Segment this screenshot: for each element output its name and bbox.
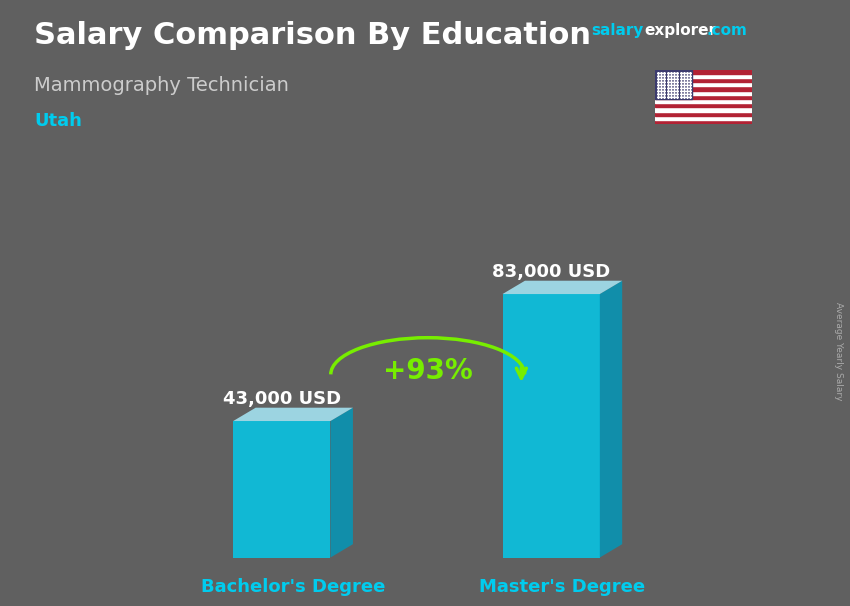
Bar <box>654 95 752 99</box>
Bar <box>654 74 752 78</box>
Bar <box>654 116 752 120</box>
Bar <box>502 294 600 558</box>
Bar <box>654 120 752 124</box>
Text: .com: .com <box>706 23 747 38</box>
Text: Average Yearly Salary: Average Yearly Salary <box>835 302 843 401</box>
Text: 83,000 USD: 83,000 USD <box>492 263 610 281</box>
Text: explorer: explorer <box>644 23 717 38</box>
Bar <box>654 103 752 107</box>
Text: +93%: +93% <box>382 357 473 385</box>
Bar <box>654 91 752 95</box>
Polygon shape <box>233 408 353 421</box>
Text: salary: salary <box>591 23 643 38</box>
Text: Mammography Technician: Mammography Technician <box>34 76 289 95</box>
Bar <box>654 82 752 87</box>
Text: 43,000 USD: 43,000 USD <box>223 390 341 408</box>
Bar <box>233 421 331 558</box>
Bar <box>654 99 752 103</box>
Text: Salary Comparison By Education: Salary Comparison By Education <box>34 21 591 50</box>
Polygon shape <box>502 281 622 294</box>
Text: Bachelor's Degree: Bachelor's Degree <box>201 578 385 596</box>
Bar <box>654 78 752 82</box>
Polygon shape <box>331 408 353 558</box>
Bar <box>654 112 752 116</box>
Text: Master's Degree: Master's Degree <box>479 578 645 596</box>
Bar <box>654 107 752 112</box>
Text: Utah: Utah <box>34 112 82 130</box>
Bar <box>654 70 752 74</box>
Polygon shape <box>600 281 622 558</box>
Bar <box>654 87 752 91</box>
Bar <box>654 70 692 99</box>
